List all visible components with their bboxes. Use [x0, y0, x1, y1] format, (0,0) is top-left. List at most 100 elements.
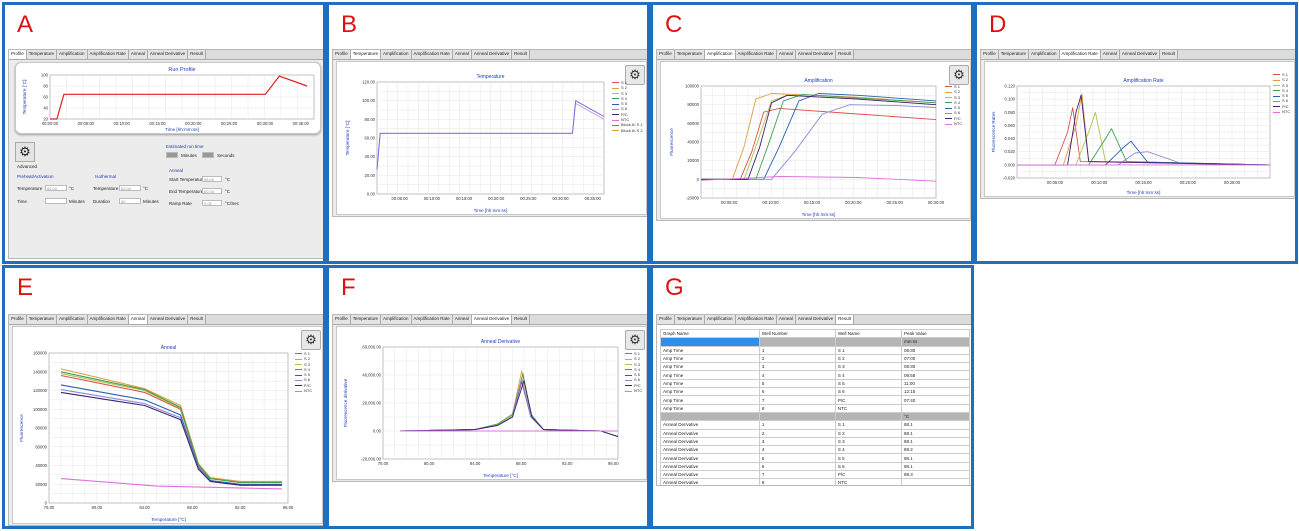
tab-amplification[interactable]: Amplification [381, 50, 412, 59]
y-tick-label: 0.060 [1005, 123, 1016, 128]
tab-anneal[interactable]: Anneal [1100, 50, 1120, 59]
table-row: Anneal Derivative 5 S 5 88.1 [660, 453, 970, 463]
table-row: Amp Time 6 S 6 12:15 [660, 387, 970, 397]
tab-profile[interactable]: Profile [657, 50, 675, 59]
preheat-time-label: Time [17, 199, 27, 204]
isothermal-temperature-field[interactable]: 65.00 [119, 185, 141, 191]
seconds-field[interactable] [202, 152, 214, 158]
legend-label: NTC [954, 121, 963, 127]
y-axis-label: Fluorescence [669, 128, 674, 156]
tab-profile[interactable]: Profile [333, 50, 351, 59]
settings-gear-icon[interactable]: ⚙ [625, 330, 645, 350]
tab-bar: Profile Temperature Amplification Amplifica… [9, 315, 323, 325]
table-cell: 08:30 [901, 362, 970, 372]
legend-item: S 1 [295, 351, 312, 356]
preheat-time-field[interactable] [45, 198, 67, 204]
tab-profile[interactable]: Profile [9, 315, 27, 324]
x-tick-label: 00:10:00 [1091, 180, 1108, 185]
tab-temperature[interactable]: Temperature [26, 50, 58, 59]
legend-label: S 1 [621, 80, 628, 85]
tab-temperature[interactable]: Temperature [350, 50, 382, 59]
tab-anneal[interactable]: Anneal [128, 50, 148, 59]
tab-amplification[interactable]: Amplification [57, 315, 88, 324]
tab-profile[interactable]: Profile [657, 315, 675, 324]
legend-swatch [612, 124, 619, 126]
tab-temperature[interactable]: Temperature [674, 315, 706, 324]
tab-result[interactable]: Result [1160, 50, 1178, 59]
tab-temperature[interactable]: Temperature [998, 50, 1030, 59]
panel-b: B Profile Temperature Amplification Amplifi… [326, 2, 650, 264]
tab-profile[interactable]: Profile [333, 315, 351, 324]
table-cell: 88.3 [901, 470, 970, 480]
tab-result[interactable]: Result [512, 315, 530, 324]
tab-anneal-derivative[interactable]: Anneal Derivative [795, 315, 837, 324]
tab-anneal-derivative[interactable]: Anneal Derivative [147, 315, 189, 324]
panel-a: A Profile Temperature Amplification Amplifi… [2, 2, 326, 264]
legend-swatch [1273, 74, 1280, 76]
isothermal-duration-field[interactable]: 30 [119, 198, 141, 204]
tab-result[interactable]: Result [188, 315, 206, 324]
x-tick-label: 84.00 [139, 505, 150, 510]
x-tick-label: 00:30:00 [257, 121, 274, 126]
end-temperature-field[interactable]: 80.00 [202, 188, 222, 194]
table-cell: Amp Time [660, 370, 760, 380]
tab-result[interactable]: Result [188, 50, 206, 59]
tab-amplification[interactable]: Amplification [57, 50, 88, 59]
tab-anneal[interactable]: Anneal [128, 315, 148, 324]
y-tick-label: 100.00 [362, 98, 375, 103]
legend-label: S 5 [634, 372, 641, 378]
tab-anneal-derivative[interactable]: Anneal Derivative [795, 50, 837, 59]
preheat-temperature-field[interactable]: 65.00 [45, 185, 67, 191]
tab-anneal-derivative[interactable]: Anneal Derivative [471, 315, 513, 324]
tab-anneal-derivative[interactable]: Anneal Derivative [147, 50, 189, 59]
y-tick-label: 0.020 [1005, 149, 1016, 154]
estimated-run-time-label: Estimated run time [166, 144, 204, 149]
tab-anneal[interactable]: Anneal [776, 50, 796, 59]
tab-amplification-rate[interactable]: Amplification Rate [411, 50, 453, 59]
y-tick-label: 40,000.00 [362, 373, 381, 378]
tab-temperature[interactable]: Temperature [350, 315, 382, 324]
tab-anneal[interactable]: Anneal [452, 315, 472, 324]
legend-item: S 2 [1273, 77, 1290, 82]
tab-temperature[interactable]: Temperature [674, 50, 706, 59]
tab-result[interactable]: Result [512, 50, 530, 59]
table-cell: Anneal Derivative [660, 461, 760, 472]
tab-amplification[interactable]: Amplification [1029, 50, 1060, 59]
tab-anneal[interactable]: Anneal [452, 50, 472, 59]
legend-swatch [1273, 95, 1280, 97]
legend-label: S 5 [304, 372, 311, 378]
settings-gear-icon[interactable]: ⚙ [625, 65, 645, 85]
tab-amplification[interactable]: Amplification [705, 50, 736, 59]
tab-amplification[interactable]: Amplification [381, 315, 412, 324]
legend-label: S 5 [621, 101, 628, 107]
tab-temperature[interactable]: Temperature [26, 315, 58, 324]
settings-gear-icon[interactable]: ⚙ [949, 65, 969, 85]
tab-profile[interactable]: Profile [981, 50, 999, 59]
x-tick-label: 00:10:00 [762, 200, 779, 205]
tab-amplification-rate[interactable]: Amplification Rate [735, 315, 777, 324]
tab-result[interactable]: Result [836, 315, 854, 324]
start-temperature-field[interactable]: 98.00 [202, 176, 222, 182]
ramp-rate-unit: °C/Sec [225, 201, 240, 206]
tab-anneal-derivative[interactable]: Anneal Derivative [1119, 50, 1161, 59]
settings-gear-icon[interactable]: ⚙ [301, 330, 321, 350]
table-cell: 6 [758, 461, 836, 472]
ramp-rate-field[interactable]: 0.05 [202, 200, 222, 206]
tab-amplification-rate[interactable]: Amplification Rate [1059, 50, 1101, 59]
tab-anneal-derivative[interactable]: Anneal Derivative [471, 50, 513, 59]
tab-amplification-rate[interactable]: Amplification Rate [87, 315, 129, 324]
legend-item: NTC [612, 117, 643, 122]
minutes-field[interactable] [166, 152, 178, 158]
start-temperature-label: Start Temperature [169, 177, 205, 182]
advanced-gear-button[interactable]: ⚙ [15, 142, 35, 162]
tab-amplification[interactable]: Amplification [705, 315, 736, 324]
y-tick-label: 0.00 [373, 429, 382, 434]
tab-profile[interactable]: Profile [9, 50, 27, 59]
tab-anneal[interactable]: Anneal [776, 315, 796, 324]
tab-amplification-rate[interactable]: Amplification Rate [87, 50, 129, 59]
tab-result[interactable]: Result [836, 50, 854, 59]
tab-amplification-rate[interactable]: Amplification Rate [411, 315, 453, 324]
y-tick-label: -0.020 [1003, 176, 1016, 181]
table-cell: 6 [758, 387, 836, 397]
tab-amplification-rate[interactable]: Amplification Rate [735, 50, 777, 59]
